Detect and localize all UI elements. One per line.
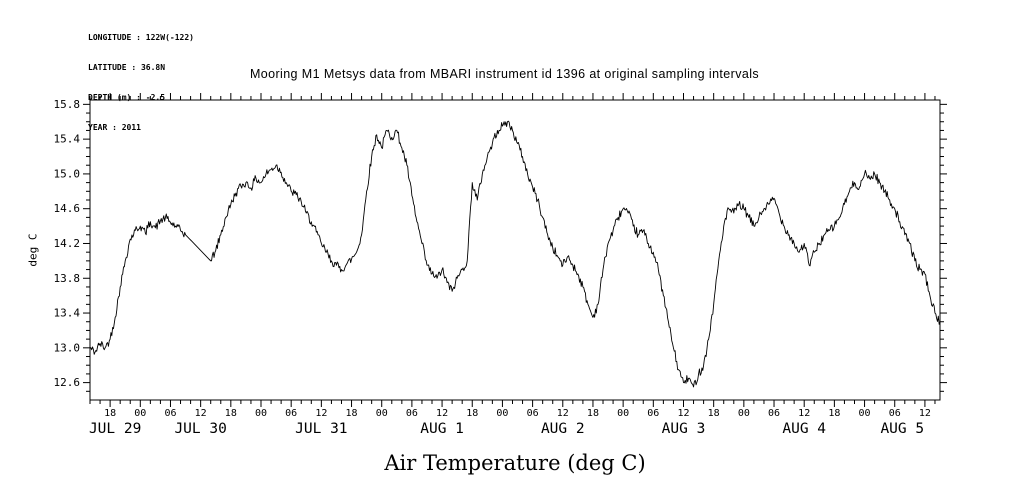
x-hour-label: 18 <box>346 408 358 419</box>
x-date-label: JUL 29 <box>89 421 141 437</box>
y-axis-ticks <box>83 103 947 392</box>
x-axis-date-labels: JUL 29 JUL 30 JUL 31 AUG 1 AUG 2 AUG 3 AUG 4 AU… <box>89 421 924 437</box>
x-hour-label: 18 <box>708 408 720 419</box>
x-hour-label: 00 <box>134 408 146 419</box>
x-hour-label: 06 <box>889 408 901 419</box>
plot-frame <box>89 99 941 401</box>
y-tick-label: 15.0 <box>54 167 81 180</box>
x-date-label: AUG 1 <box>420 421 464 437</box>
y-tick-label: 15.8 <box>54 98 81 111</box>
x-hour-label: 06 <box>285 408 297 419</box>
metadata-longitude: LONGITUDE : 122W(-122) <box>88 33 194 42</box>
x-hour-label: 18 <box>225 408 237 419</box>
x-hour-label: 06 <box>768 408 780 419</box>
x-hour-label: 18 <box>828 408 840 419</box>
x-hour-label: 18 <box>466 408 478 419</box>
x-date-label: AUG 5 <box>880 421 924 437</box>
x-hour-label: 00 <box>496 408 508 419</box>
y-tick-label: 13.8 <box>54 272 81 285</box>
x-hour-label: 12 <box>315 408 327 419</box>
x-hour-label: 00 <box>255 408 267 419</box>
y-tick-label: 14.2 <box>54 237 81 250</box>
x-hour-label: 18 <box>587 408 599 419</box>
x-hour-label: 18 <box>104 408 116 419</box>
x-hour-label: 12 <box>436 408 448 419</box>
x-hour-label: 06 <box>647 408 659 419</box>
x-date-label: AUG 3 <box>662 421 706 437</box>
y-axis-label: deg C <box>26 233 40 267</box>
y-tick-label: 13.0 <box>54 341 81 354</box>
x-date-label: JUL 31 <box>295 421 347 437</box>
chart-caption: Air Temperature (deg C) <box>384 451 646 475</box>
x-hour-label: 06 <box>164 408 176 419</box>
x-hour-label: 06 <box>527 408 539 419</box>
x-date-label: JUL 30 <box>174 421 226 437</box>
metadata-year: YEAR : 2011 <box>88 123 141 132</box>
x-hour-label: 12 <box>919 408 931 419</box>
x-hour-label: 00 <box>738 408 750 419</box>
x-hour-label: 12 <box>195 408 207 419</box>
y-tick-label: 15.4 <box>54 133 81 146</box>
temperature-line <box>89 120 941 388</box>
y-tick-label: 14.6 <box>54 202 81 215</box>
y-tick-label: 13.4 <box>54 307 81 320</box>
x-hour-label: 12 <box>798 408 810 419</box>
x-hour-label: 12 <box>677 408 689 419</box>
plot-title: Mooring M1 Metsys data from MBARI instru… <box>249 67 760 81</box>
x-hour-label: 06 <box>406 408 418 419</box>
y-axis-tick-labels: 12.6 13.0 13.4 13.8 14.2 14.6 15.0 15.4 15.8 <box>54 98 81 389</box>
x-date-label: AUG 2 <box>541 421 585 437</box>
x-date-label: AUG 4 <box>782 421 826 437</box>
y-tick-label: 12.6 <box>54 376 81 389</box>
x-hour-label: 00 <box>859 408 871 419</box>
x-hour-label: 00 <box>617 408 629 419</box>
x-axis-hour-labels: 18 00 06 12 18 00 06 12 18 00 06 12 18 00 06 12 18 00 06 12… <box>104 408 931 419</box>
x-hour-label: 12 <box>557 408 569 419</box>
x-axis-ticks <box>89 93 936 407</box>
x-hour-label: 00 <box>376 408 388 419</box>
metadata-latitude: LATITUDE : 36.8N <box>88 63 166 72</box>
